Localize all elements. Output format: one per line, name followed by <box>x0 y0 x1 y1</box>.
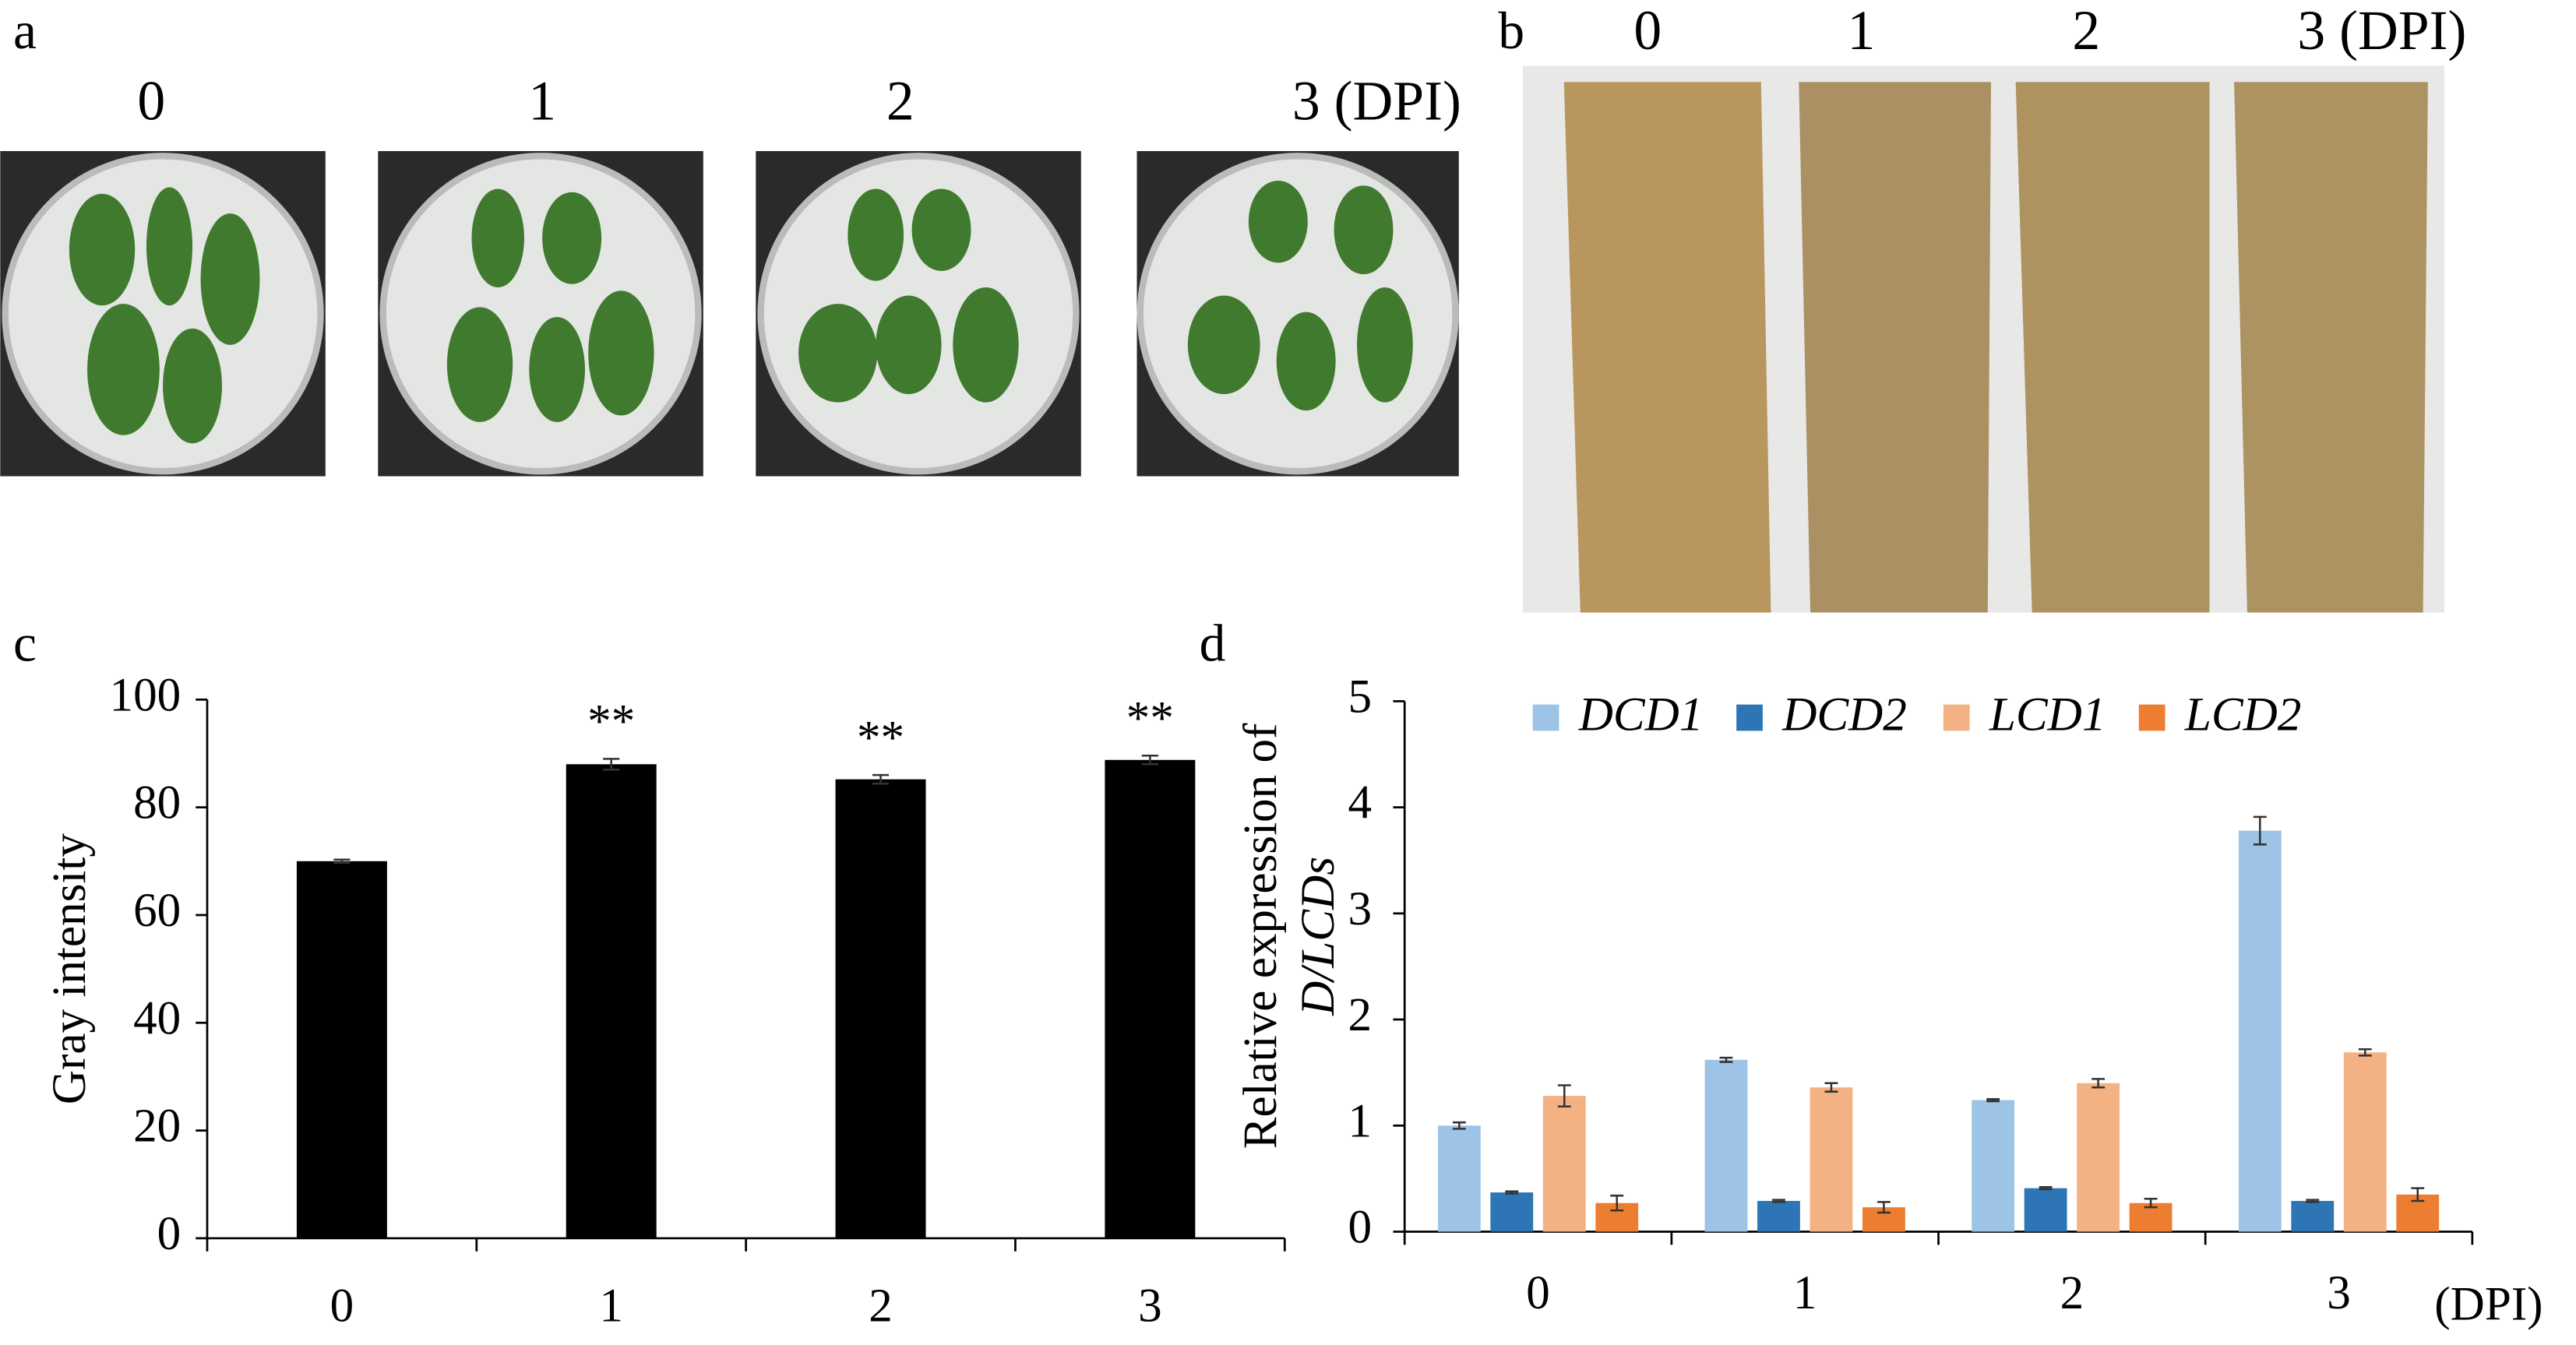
photo-a <box>0 150 1459 477</box>
error-bar <box>872 773 890 785</box>
x-tick-label: 1 <box>599 1280 623 1333</box>
error-bar <box>1824 1082 1838 1093</box>
bar <box>2238 830 2282 1232</box>
x-tick-label: 0 <box>330 1280 354 1333</box>
bar <box>2291 1200 2335 1232</box>
y-tick-label: 100 <box>110 669 181 721</box>
significance-label: ** <box>587 695 635 748</box>
significance-label: ** <box>1126 692 1174 745</box>
legend-label: LCD2 <box>2184 689 2302 741</box>
error-bar <box>2411 1187 2425 1202</box>
bar <box>1704 1059 1748 1232</box>
column-label: 0 <box>137 70 165 132</box>
legend-label: DCD2 <box>1781 689 1907 741</box>
y-tick-label: 1 <box>1348 1095 1372 1147</box>
bar <box>835 779 926 1238</box>
photo-b <box>1523 65 2445 613</box>
legend-label: LCD1 <box>1989 689 2106 741</box>
y-tick-label: 3 <box>1348 883 1372 935</box>
legend-swatch <box>1736 704 1763 731</box>
error-bar <box>2253 815 2267 846</box>
bar <box>1490 1192 1534 1232</box>
y-tick-label: 0 <box>1348 1202 1372 1254</box>
y-axis-title: Relative expression of <box>1235 723 1287 1149</box>
bar <box>2343 1052 2387 1232</box>
column-label: 1 <box>1848 0 1876 62</box>
error-bar <box>1557 1084 1571 1108</box>
legend-swatch <box>1532 704 1559 731</box>
bar <box>1757 1200 1800 1232</box>
error-bar <box>2091 1078 2106 1089</box>
error-bar <box>1986 1097 2000 1103</box>
legend-swatch <box>1943 704 1970 731</box>
y-tick-label: 60 <box>133 885 181 937</box>
column-label: 3 (DPI) <box>2297 0 2466 62</box>
y-tick-label: 0 <box>157 1208 181 1260</box>
bar <box>1972 1100 2015 1232</box>
error-bar <box>1719 1056 1733 1063</box>
error-bar <box>2144 1198 2158 1209</box>
bar <box>296 861 387 1238</box>
error-bar <box>1452 1121 1466 1130</box>
error-bar <box>603 758 620 771</box>
y-tick-label: 40 <box>133 992 181 1044</box>
column-label: 0 <box>1633 0 1662 62</box>
legend-label: DCD1 <box>1578 689 1704 741</box>
error-bar <box>2358 1047 2372 1057</box>
y-axis-title: Gray intensity <box>44 833 96 1105</box>
bar <box>1437 1125 1481 1232</box>
x-tick-label: 2 <box>2060 1267 2084 1319</box>
x-tick-label: 2 <box>869 1280 893 1333</box>
bar <box>1810 1087 1853 1232</box>
y-tick-label: 5 <box>1348 671 1372 723</box>
bar <box>1105 759 1196 1238</box>
error-bar <box>1610 1194 1624 1212</box>
error-bar <box>2039 1186 2053 1191</box>
error-bar <box>1772 1199 1785 1203</box>
x-tick-label: 0 <box>1526 1267 1550 1319</box>
error-bar <box>2306 1199 2320 1203</box>
column-label: 2 <box>2072 0 2100 62</box>
bar <box>1542 1096 1586 1232</box>
error-bar <box>1505 1190 1519 1195</box>
panel-label: c <box>13 614 37 672</box>
bar <box>2024 1188 2067 1232</box>
significance-label: ** <box>857 712 904 764</box>
error-bar <box>333 858 351 864</box>
x-tick-label: 3 <box>2327 1267 2351 1319</box>
column-label: 3 (DPI) <box>1292 70 1461 132</box>
legend-swatch <box>2138 704 2165 731</box>
bar <box>2077 1083 2120 1232</box>
x-tick-label: 3 <box>1138 1280 1162 1333</box>
y-tick-label: 20 <box>133 1100 181 1153</box>
column-label: 1 <box>528 70 556 132</box>
panel-label: b <box>1498 2 1524 60</box>
y-tick-label: 4 <box>1348 777 1372 829</box>
x-tick-label: 1 <box>1793 1267 1817 1319</box>
x-axis-title: (DPI) <box>2434 1279 2543 1331</box>
y-tick-label: 80 <box>133 777 181 829</box>
bar <box>566 764 657 1238</box>
column-label: 2 <box>886 70 914 132</box>
error-bar <box>1141 754 1158 766</box>
panel-label: d <box>1200 614 1226 672</box>
y-axis-title: D/LCDs <box>1292 857 1344 1016</box>
y-tick-label: 2 <box>1348 989 1372 1041</box>
error-bar <box>1876 1201 1891 1214</box>
panel-label: a <box>13 2 37 60</box>
